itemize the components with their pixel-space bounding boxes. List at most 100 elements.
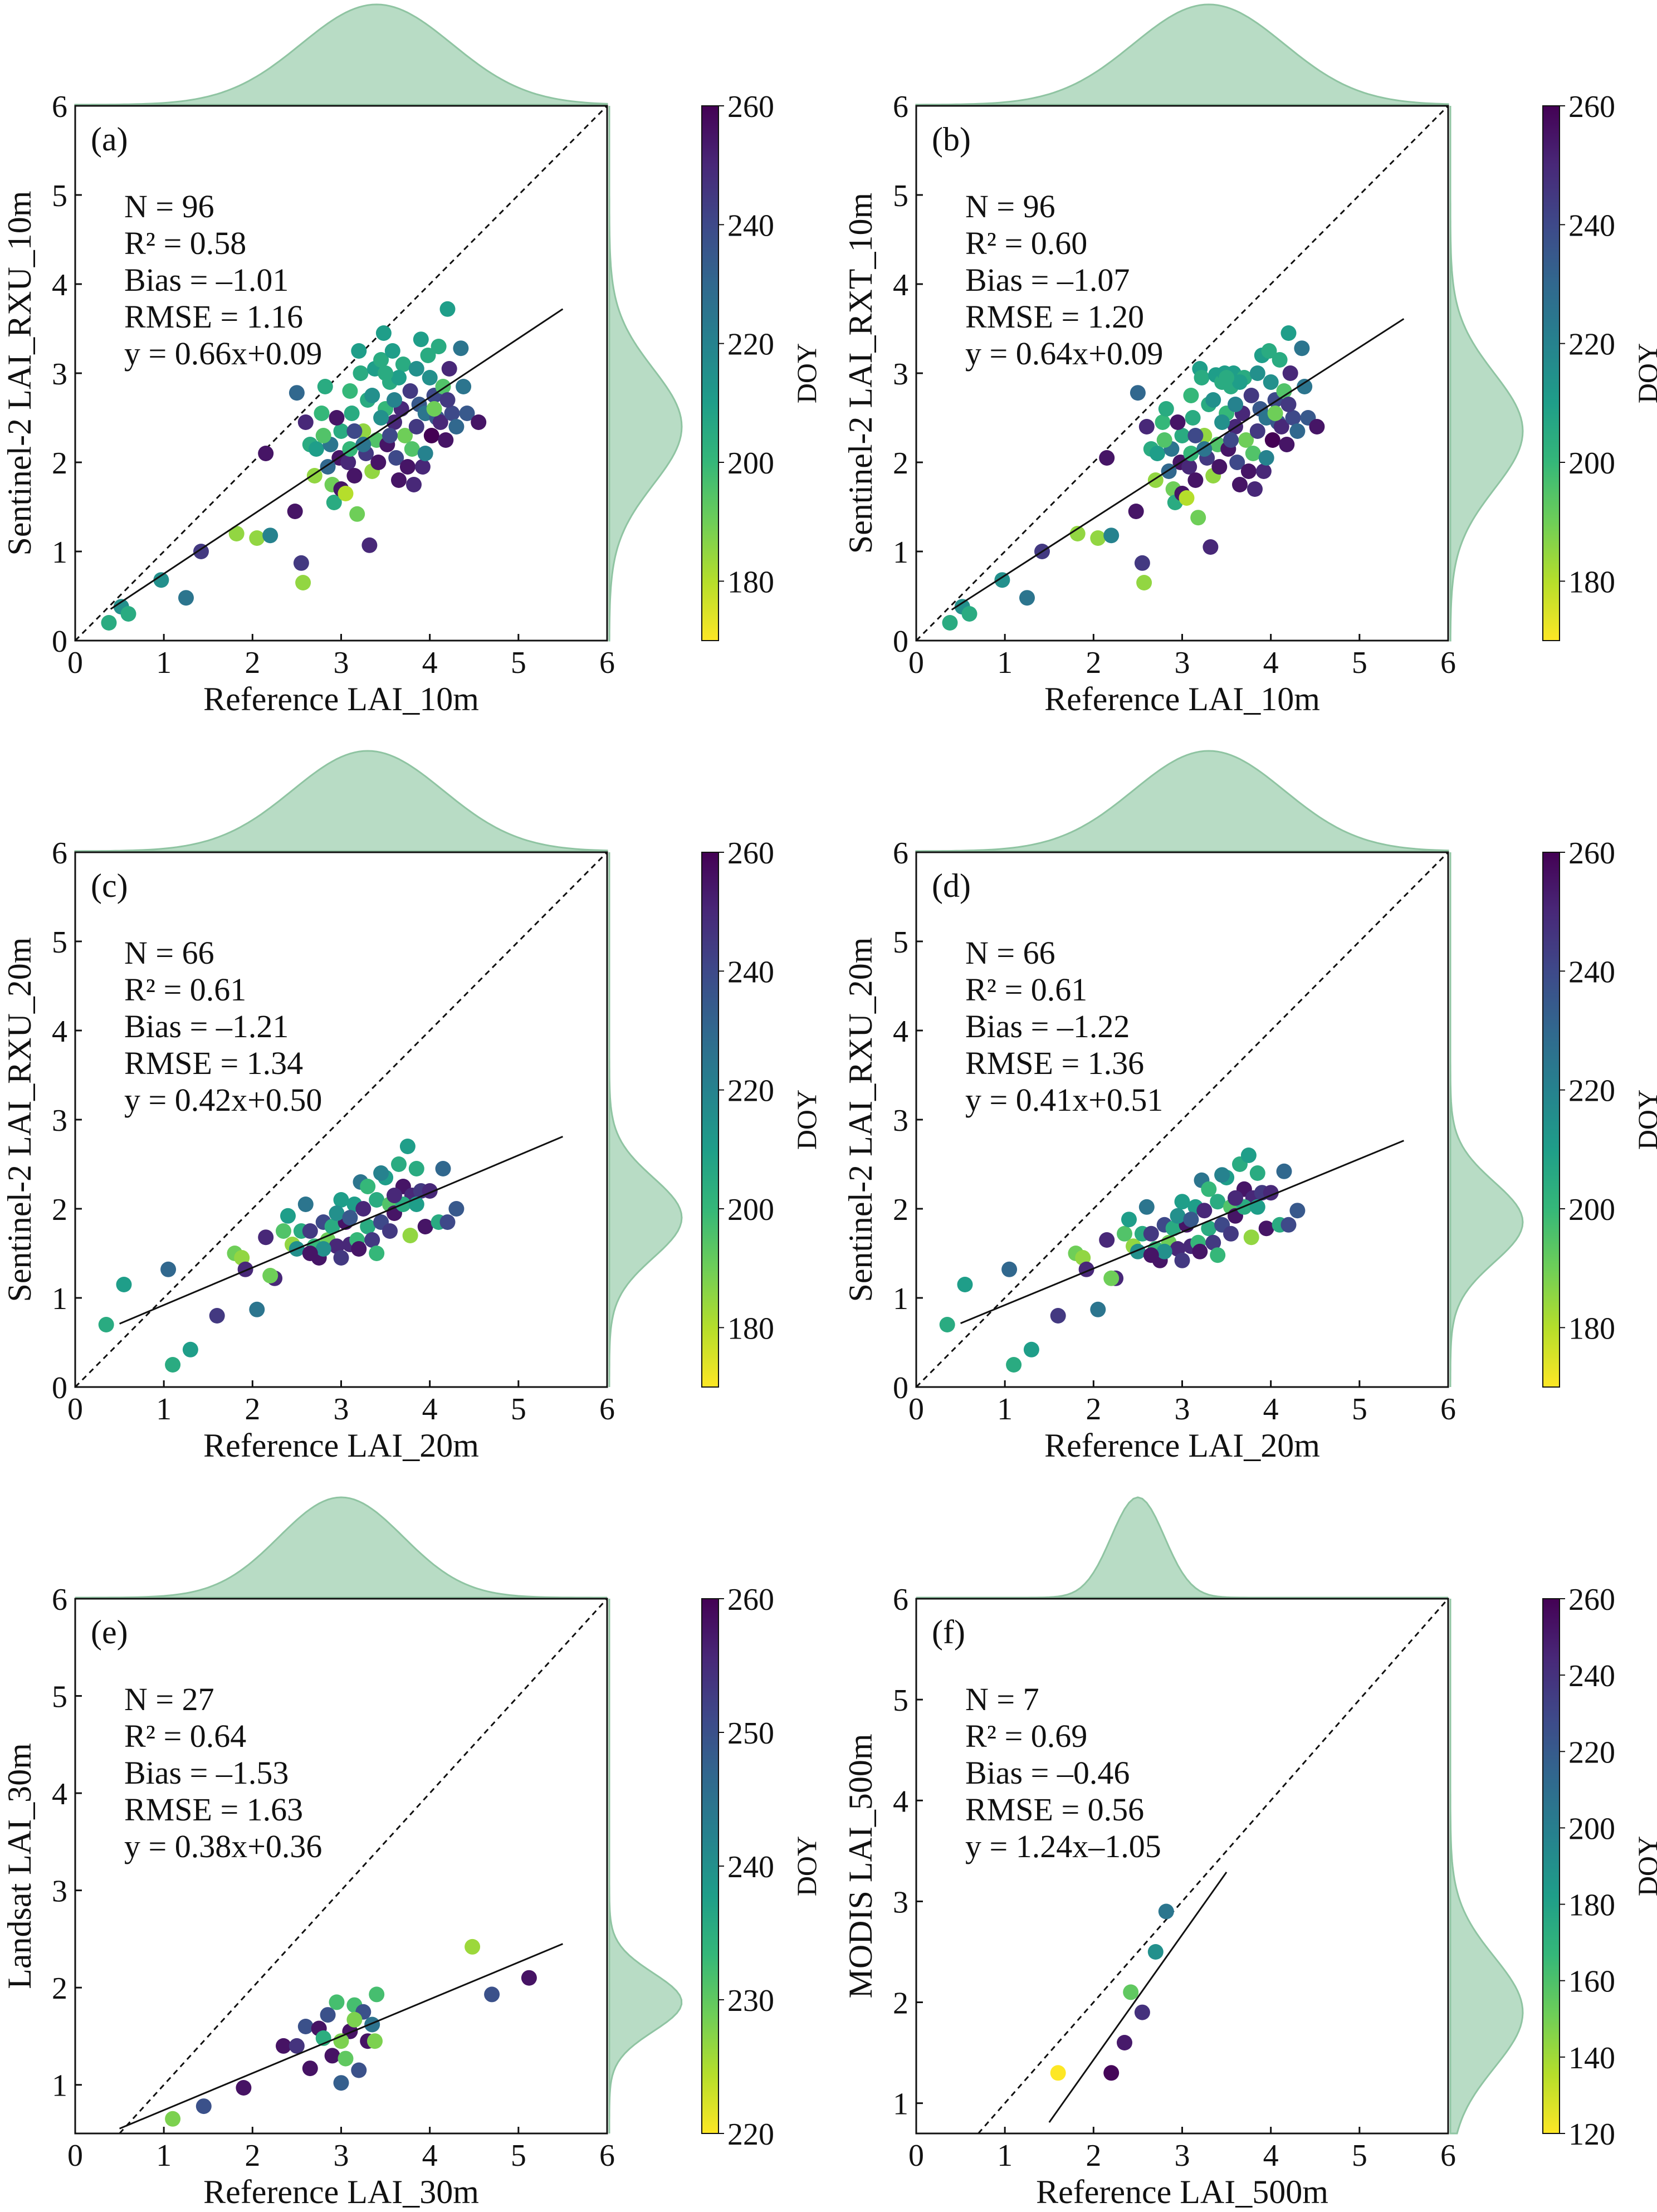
data-point <box>1205 1234 1221 1251</box>
data-point <box>297 2019 314 2034</box>
data-point <box>258 446 274 461</box>
x-marginal-kde <box>74 750 608 852</box>
x-tick-label: 1 <box>997 1392 1013 1427</box>
stat-line: y = 0.38x+0.36 <box>124 1828 322 1864</box>
y-tick-label: 4 <box>52 268 67 302</box>
data-point <box>1069 526 1086 541</box>
data-point <box>293 555 309 571</box>
colorbar-tick-label: 180 <box>727 1311 774 1346</box>
data-point <box>1263 374 1279 390</box>
data-point <box>388 450 404 466</box>
data-point <box>346 2011 363 2028</box>
y-tick-label: 6 <box>52 836 67 871</box>
y-tick-label: 6 <box>52 1583 67 1617</box>
colorbar-tick-label: 200 <box>1568 1193 1615 1227</box>
colorbar-tick-label: 160 <box>1568 1965 1615 1999</box>
one-to-one-line <box>916 852 1448 1387</box>
x-tick-label: 6 <box>599 1392 615 1427</box>
y-tick-label: 2 <box>893 1193 908 1227</box>
y-tick-label: 3 <box>52 1103 67 1138</box>
data-point <box>438 432 454 448</box>
stat-line: Bias = –1.01 <box>124 262 289 298</box>
data-point <box>1249 423 1265 439</box>
data-point <box>1238 432 1254 448</box>
stat-line: N = 66 <box>124 935 214 971</box>
x-tick-label: 4 <box>1263 2138 1279 2173</box>
x-axis-label: Reference LAI_10m <box>203 681 479 717</box>
data-point <box>320 2007 336 2023</box>
data-point <box>1001 1261 1018 1277</box>
y-tick-label: 5 <box>893 179 908 213</box>
x-tick-label: 4 <box>1263 1392 1279 1427</box>
data-point <box>333 1250 349 1266</box>
data-point <box>324 1219 340 1234</box>
data-point <box>456 379 472 394</box>
x-marginal-kde <box>915 750 1449 852</box>
stat-line: R² = 0.61 <box>124 971 246 1008</box>
data-point <box>1099 450 1115 466</box>
stat-line: Bias = –0.46 <box>965 1755 1130 1791</box>
stat-line: y = 0.41x+0.51 <box>965 1082 1163 1118</box>
x-tick-label: 3 <box>334 2138 349 2173</box>
data-point <box>361 537 378 553</box>
colorbar-tick-label: 200 <box>1568 446 1615 481</box>
x-tick-label: 5 <box>511 646 526 680</box>
data-point <box>1196 1203 1213 1219</box>
data-point <box>342 383 358 399</box>
panel-label: (d) <box>932 867 971 904</box>
stat-line: R² = 0.60 <box>965 225 1087 261</box>
data-point <box>399 459 416 475</box>
data-point <box>1267 406 1283 421</box>
colorbar-tick-label: 200 <box>727 1193 774 1227</box>
y-tick-label: 4 <box>893 1014 908 1049</box>
data-point <box>465 1938 481 1955</box>
y-tick-label: 6 <box>893 836 908 871</box>
data-point <box>1147 1944 1164 1960</box>
colorbar <box>1542 1598 1560 2134</box>
data-point <box>324 2048 340 2064</box>
y-tick-label: 3 <box>893 357 908 392</box>
data-point <box>353 365 369 381</box>
y-tick-label: 1 <box>52 2069 67 2103</box>
data-point <box>351 343 367 359</box>
colorbar-tick-label: 230 <box>727 1984 774 2018</box>
y-tick-label: 1 <box>893 535 908 570</box>
data-point <box>1179 490 1195 506</box>
colorbar-tick-label: 200 <box>1568 1811 1615 1846</box>
x-axis-label: Reference LAI_20m <box>1044 1427 1320 1464</box>
stat-line: RMSE = 1.36 <box>965 1045 1144 1081</box>
colorbar-tick-label: 220 <box>727 2117 774 2152</box>
data-point <box>1134 555 1150 571</box>
data-point <box>317 379 333 394</box>
data-point <box>1245 446 1261 461</box>
data-point <box>1232 477 1248 492</box>
data-point <box>209 1308 225 1324</box>
data-point <box>182 1341 198 1358</box>
data-point <box>1243 1229 1259 1246</box>
data-point <box>957 1277 973 1292</box>
stat-line: RMSE = 1.20 <box>965 299 1144 335</box>
data-point <box>165 2111 181 2127</box>
colorbar-tick-label: 220 <box>1568 1735 1615 1770</box>
data-point <box>160 1261 177 1277</box>
colorbar-tick-label: 260 <box>727 1583 774 1617</box>
colorbar-tick-label: 260 <box>1568 836 1615 871</box>
data-point <box>367 2033 383 2049</box>
data-point <box>373 410 389 426</box>
y-tick-label: 2 <box>52 446 67 481</box>
colorbar-tick-label: 180 <box>727 565 774 599</box>
data-point <box>484 1986 500 2003</box>
data-point <box>1019 590 1035 606</box>
data-point <box>384 343 400 359</box>
data-point <box>280 1208 296 1224</box>
data-point <box>448 1201 465 1217</box>
colorbar-tick-label: 220 <box>1568 1074 1615 1109</box>
data-point <box>441 361 457 377</box>
x-tick-label: 0 <box>908 2138 924 2173</box>
data-point <box>342 1210 358 1225</box>
x-tick-label: 0 <box>908 1392 924 1427</box>
data-point <box>439 301 456 317</box>
data-point <box>236 2080 252 2096</box>
colorbar-tick-label: 220 <box>727 1074 774 1109</box>
data-point <box>391 370 407 385</box>
